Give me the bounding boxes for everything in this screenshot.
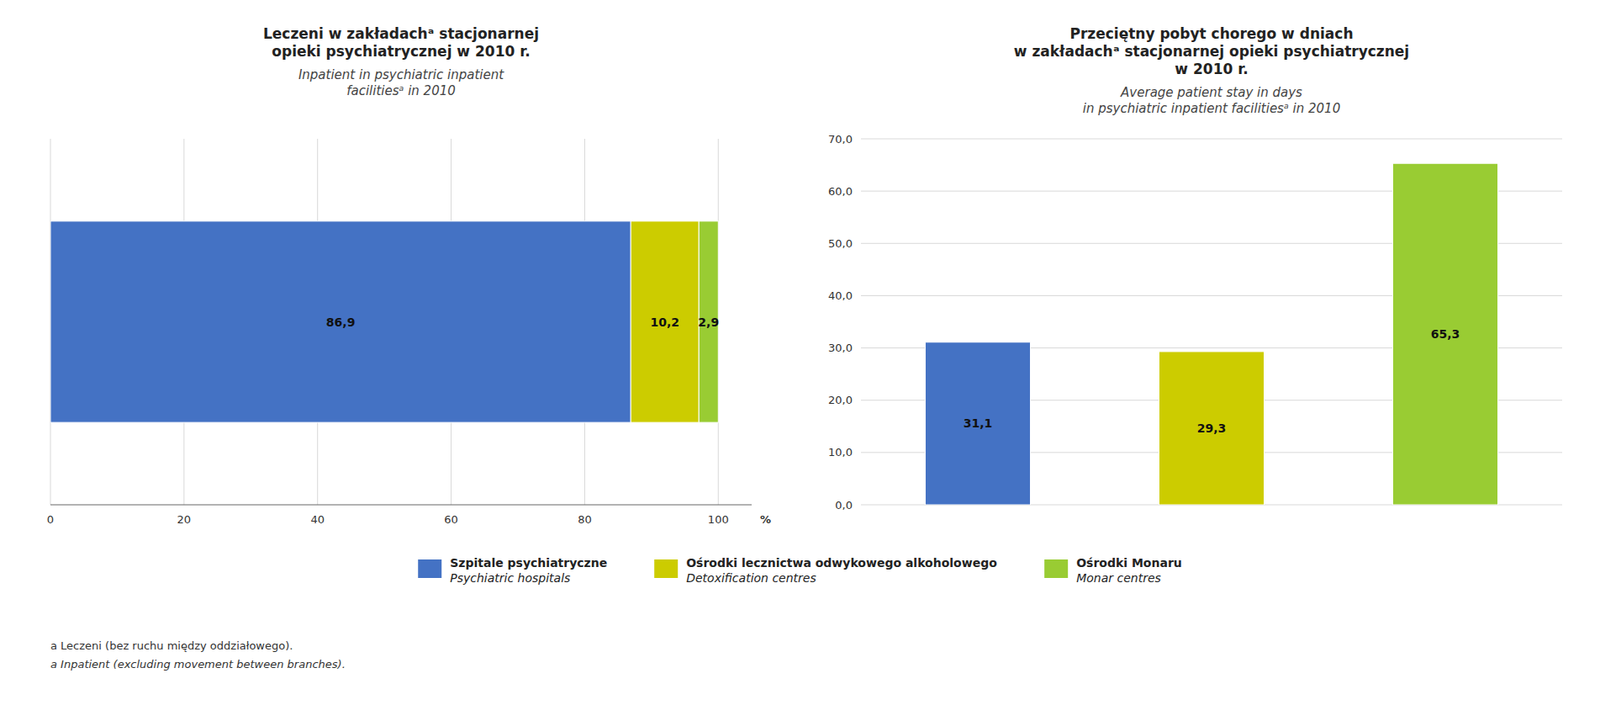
chart-canvas: Leczeni w zakładachᵃ stacjonarnejopieki …	[0, 0, 1600, 721]
tick-label: 20	[177, 512, 192, 526]
bar	[630, 221, 699, 423]
chart-title: Przeciętny pobyt chorego w dniachw zakła…	[1013, 25, 1410, 78]
bar	[1158, 351, 1264, 505]
legend-label: Szpitale psychiatrycznePsychiatric hospi…	[449, 555, 608, 585]
bar	[1392, 163, 1498, 505]
data-label: 2,9	[697, 315, 719, 329]
tick-label: 100	[707, 512, 729, 526]
chart-title-line: Leczeni w zakładachᵃ stacjonarnej	[263, 25, 539, 43]
legend-label: Ośrodki MonaruMonar centres	[1076, 555, 1183, 585]
tick-label: 30,0	[828, 341, 853, 354]
legend-swatch	[654, 559, 678, 578]
marks	[50, 221, 719, 423]
legend-label-line: Ośrodki Monaru	[1076, 555, 1183, 570]
axis-label: %	[760, 512, 771, 526]
data-label: 29,3	[1197, 421, 1227, 435]
bar	[698, 221, 719, 423]
bar	[924, 342, 1030, 505]
legend-label-line: Ośrodki lecznictwa odwykowego alkoholowe…	[686, 555, 998, 570]
chart-subtitle-line: Inpatient in psychiatric inpatient	[298, 67, 505, 83]
chart-subtitle-line: in psychiatric inpatient facilitiesᵃ in …	[1082, 100, 1341, 117]
legend-label-line: Szpitale psychiatryczne	[449, 555, 608, 570]
footnote: a Inpatient (excluding movement between …	[50, 657, 346, 671]
tick-label: 50,0	[828, 237, 853, 250]
data-label: 86,9	[326, 315, 356, 329]
tick-label: 60,0	[828, 184, 853, 198]
legend-item: Ośrodki MonaruMonar centres	[1044, 555, 1183, 585]
legend-label-line: Psychiatric hospitals	[449, 570, 571, 585]
chart-title: Leczeni w zakładachᵃ stacjonarnejopieki …	[263, 25, 539, 60]
chart-subtitle-line: facilitiesᵃ in 2010	[346, 83, 456, 99]
data-label: 31,1	[963, 416, 993, 430]
axis-line	[50, 504, 752, 506]
legend: Szpitale psychiatrycznePsychiatric hospi…	[417, 555, 1183, 585]
grid-line	[860, 138, 1563, 140]
tick-label: 80	[577, 512, 592, 526]
chart-panel: Leczeni w zakładachᵃ stacjonarnejopieki …	[47, 25, 771, 526]
chart-subtitle: Inpatient in psychiatric inpatientfacili…	[298, 67, 505, 99]
data-labels: 86,9 10,2 2,9	[326, 315, 719, 329]
tick-label: 10,0	[828, 445, 853, 459]
legend-label-line: Monar centres	[1076, 570, 1162, 585]
tick-label: 0	[47, 512, 54, 526]
tick-label: 40,0	[828, 289, 853, 302]
legend-label-line: Detoxification centres	[686, 570, 817, 585]
bar	[50, 221, 631, 423]
chart-title-line: opieki psychiatrycznej w 2010 r.	[271, 42, 530, 60]
data-label: 10,2	[649, 315, 680, 329]
chart-subtitle-line: Average patient stay in days	[1119, 84, 1303, 101]
tick-label: 20,0	[828, 393, 853, 407]
tick-label: 40	[310, 512, 325, 526]
tick-label: 0,0	[834, 498, 853, 512]
chart-subtitle: Average patient stay in daysin psychiatr…	[1082, 84, 1341, 117]
chart-panel: Przeciętny pobyt chorego w dniachw zakła…	[828, 25, 1563, 512]
chart-title-line: Przeciętny pobyt chorego w dniach	[1070, 25, 1354, 43]
data-label: 65,3	[1431, 327, 1461, 341]
legend-item: Szpitale psychiatrycznePsychiatric hospi…	[417, 555, 608, 585]
chart-title-line: w zakładachᵃ stacjonarnej opieki psychia…	[1013, 42, 1410, 60]
legend-swatch	[417, 559, 442, 578]
chart-title-line: w 2010 r.	[1174, 60, 1248, 78]
legend-item: Ośrodki lecznictwa odwykowego alkoholowe…	[654, 555, 998, 585]
tick-label: 60	[443, 512, 459, 526]
legend-label: Ośrodki lecznictwa odwykowego alkoholowe…	[686, 555, 998, 585]
tick-label: 70,0	[828, 132, 853, 146]
data-labels: 31,1 29,3 65,3	[963, 327, 1461, 435]
footnote: a Leczeni (bez ruchu między oddziałowego…	[50, 638, 293, 652]
legend-swatch	[1044, 559, 1068, 578]
marks	[924, 163, 1498, 505]
